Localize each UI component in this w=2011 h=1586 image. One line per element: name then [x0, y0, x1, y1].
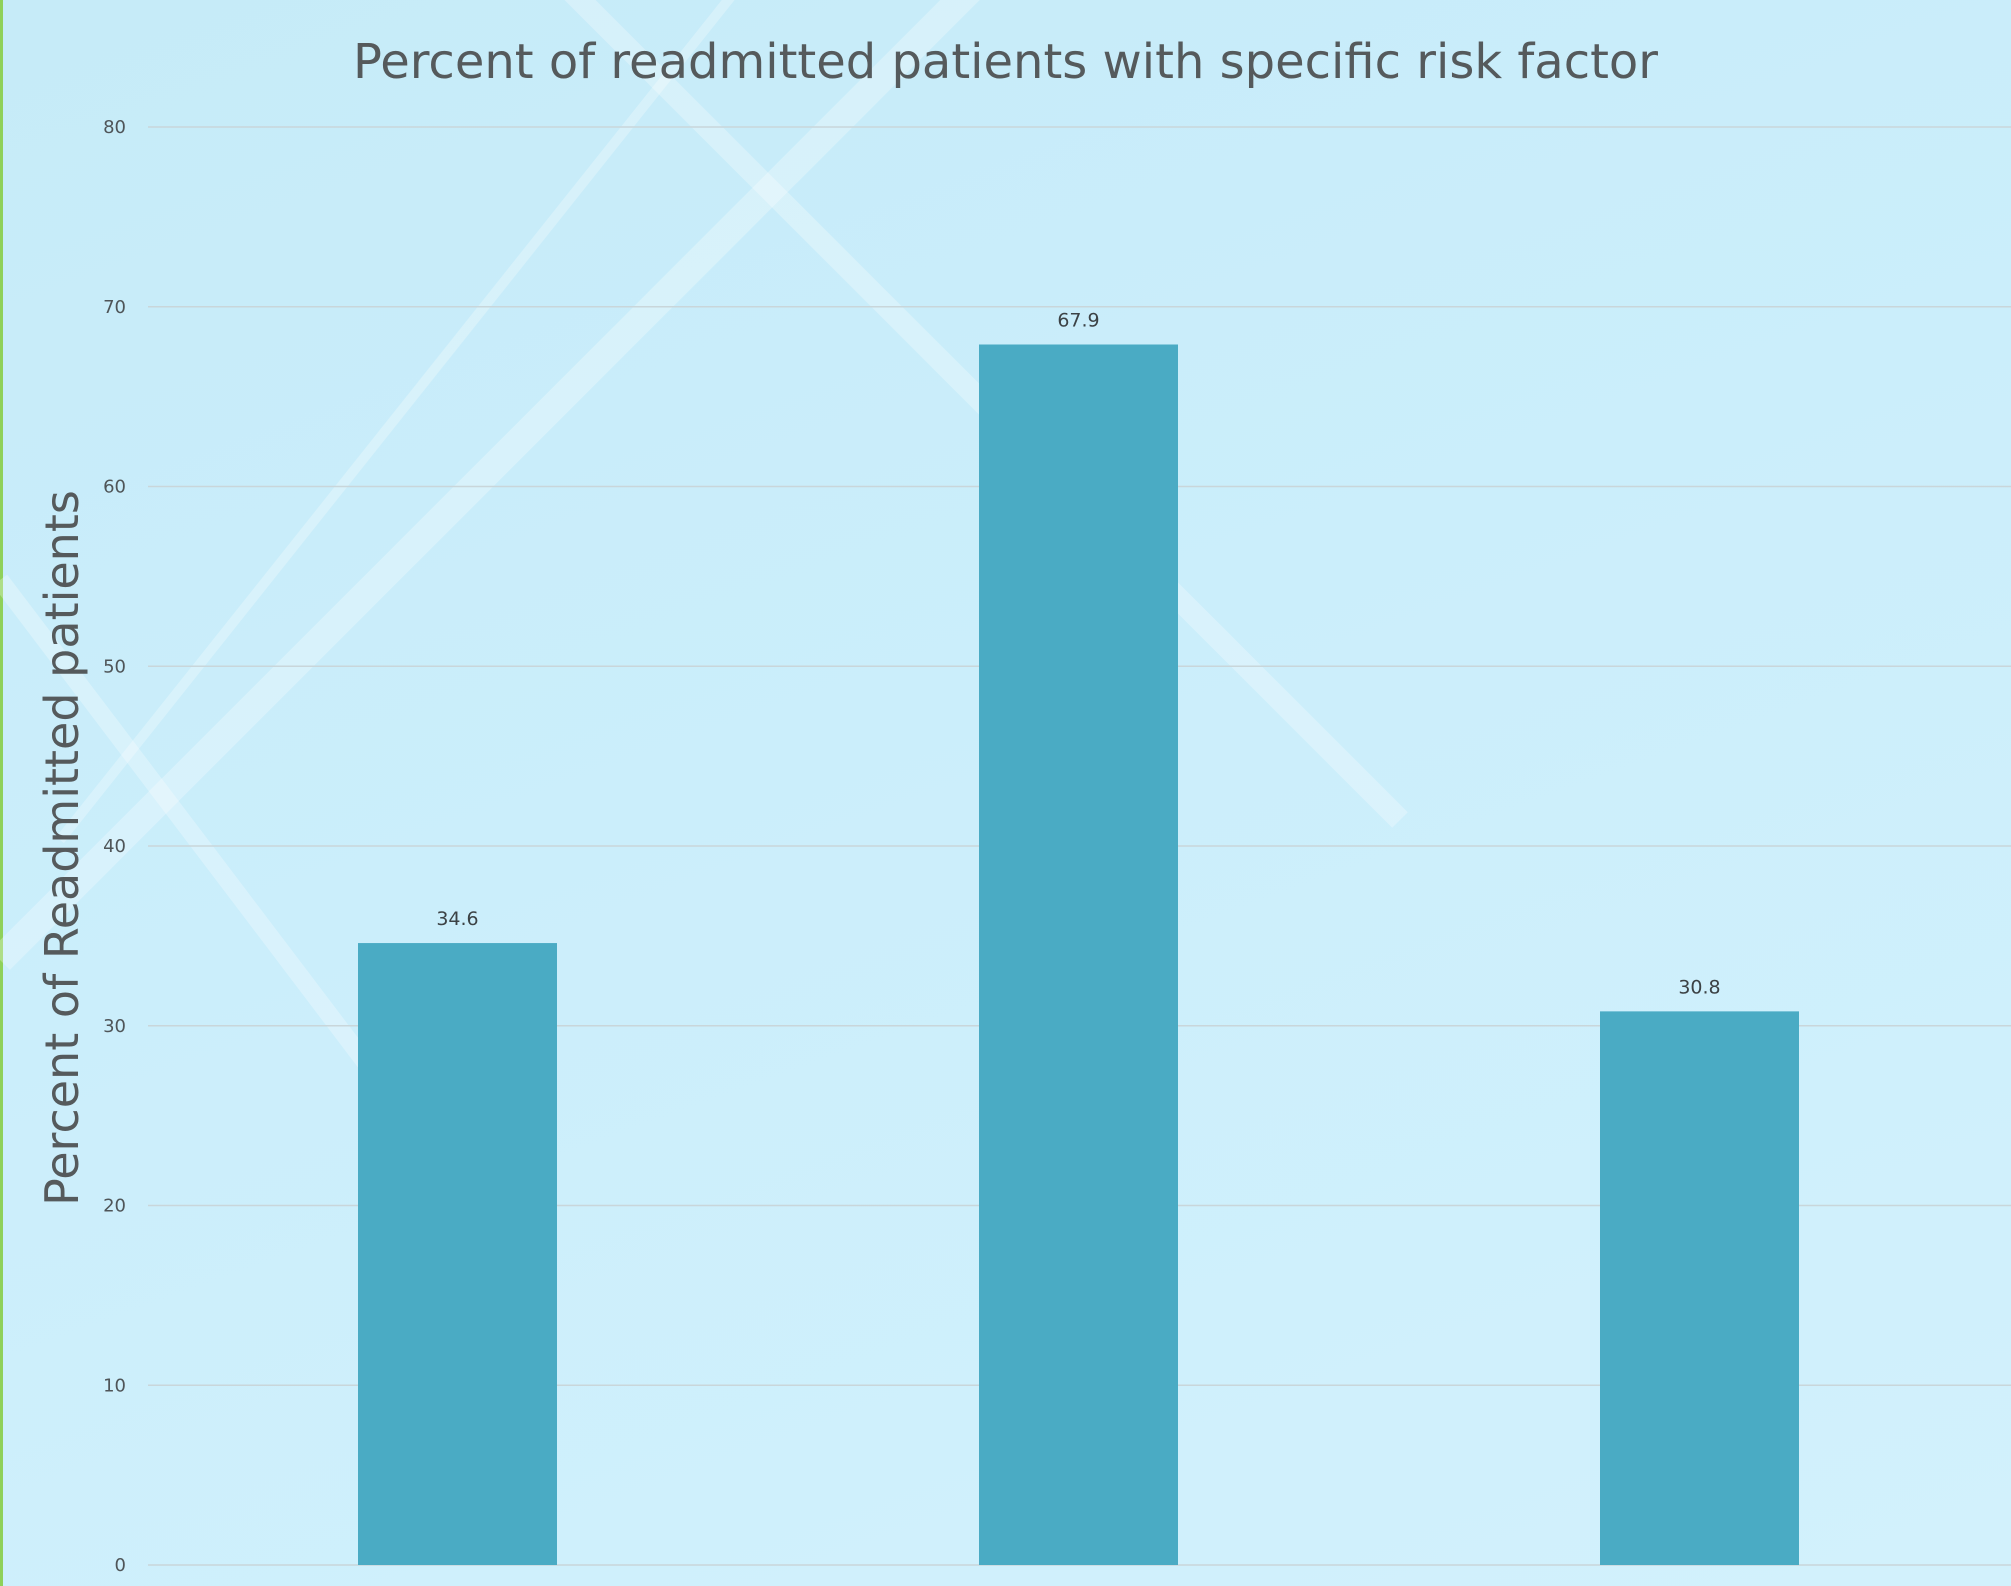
bar-3	[1600, 1011, 1799, 1565]
left-edge-accent	[0, 0, 3, 1586]
y-tick-label-30: 30	[103, 1016, 126, 1037]
chart-title: Percent of readmitted patients with spec…	[352, 34, 1659, 90]
data-labels: 34.6 67.9 30.8	[436, 309, 1720, 998]
y-tick-label-70: 70	[103, 297, 126, 318]
y-tick-label-20: 20	[103, 1196, 126, 1217]
bar-1	[358, 943, 557, 1565]
y-tick-label-80: 80	[103, 117, 126, 138]
data-label-1: 34.6	[436, 908, 478, 930]
y-tick-label-60: 60	[103, 477, 126, 498]
y-tick-label-10: 10	[103, 1375, 126, 1396]
y-tick-label-50: 50	[103, 656, 126, 677]
y-tick-label-0: 0	[115, 1555, 126, 1576]
bar-2	[979, 344, 1178, 1565]
data-label-3: 30.8	[1678, 976, 1720, 998]
data-label-2: 67.9	[1057, 309, 1099, 331]
y-tick-label-40: 40	[103, 836, 126, 857]
bars	[358, 344, 1799, 1565]
y-axis-ticks: 0 10 20 30 40 50 60 70 80	[103, 117, 126, 1576]
